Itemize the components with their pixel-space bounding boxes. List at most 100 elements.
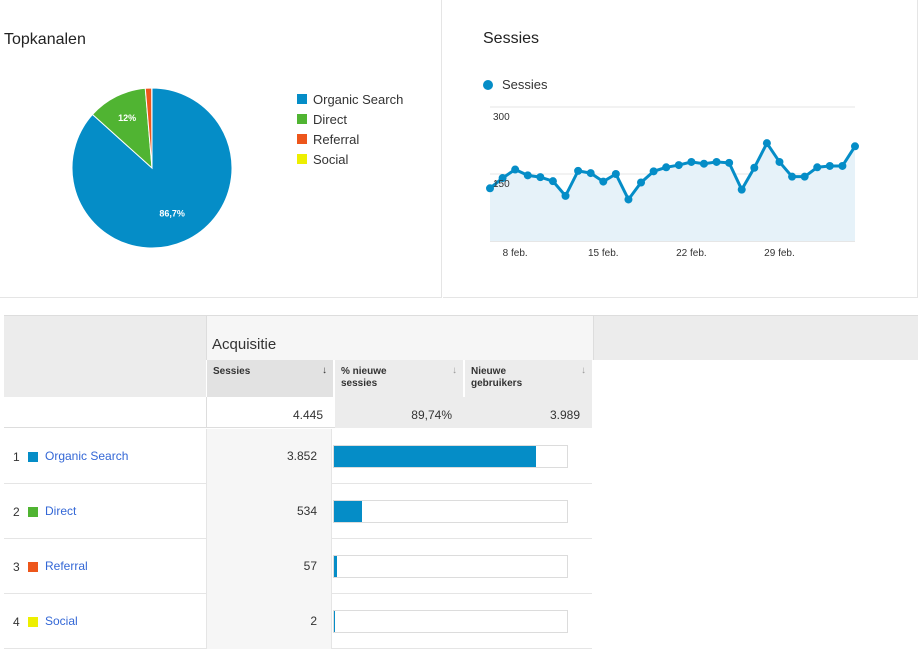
share-bar-fill [334, 501, 362, 522]
sort-arrow-icon[interactable]: ↓ [452, 365, 457, 376]
series-point [737, 185, 746, 194]
sessions-panel: Sessies Sessies 300 150 8 feb. 15 feb. 22 fe… [443, 0, 918, 298]
series-point [750, 163, 759, 172]
acquisition-title: Acquisitie [212, 336, 277, 353]
series-point [788, 172, 797, 181]
y-tick-label: 150 [493, 179, 510, 190]
y-tick-label: 300 [493, 112, 510, 123]
column-label: Sessies [213, 366, 251, 377]
channel-swatch [28, 507, 38, 517]
table-row: 2 Direct 534 [4, 484, 592, 539]
series-point [838, 161, 847, 170]
sort-arrow-icon[interactable]: ↓ [581, 365, 586, 376]
channel-swatch [28, 562, 38, 572]
series-point [687, 157, 696, 166]
channel-link[interactable]: Direct [45, 504, 77, 518]
pie-data-label: 86,7% [159, 208, 185, 218]
table-row: 3 Referral 57 [4, 539, 592, 594]
legend-label: Social [313, 151, 349, 167]
sessions-cell: 57 [206, 539, 332, 594]
series-point [498, 174, 507, 183]
series-point [851, 142, 859, 151]
column-header-new-users[interactable]: Nieuwe gebruikers ↓ [464, 360, 592, 397]
sessions-cell: 3.852 [206, 429, 332, 484]
series-point [699, 159, 708, 168]
legend-label: Referral [313, 131, 360, 147]
legend-dot [483, 79, 493, 90]
share-bar-fill [334, 446, 536, 467]
legend-item-social[interactable]: Social [297, 149, 403, 169]
column-header-sessies[interactable]: Sessies ↓ [206, 360, 333, 397]
channel-swatch [28, 452, 38, 462]
series-point [775, 157, 784, 166]
series-point [611, 170, 620, 178]
sessions-value: 57 [303, 559, 317, 573]
sessions-value: 534 [296, 504, 317, 518]
sessions-line-chart: 300 150 8 feb. 15 feb. 22 feb. 29 feb. [486, 106, 859, 259]
row-number: 1 [13, 450, 20, 464]
sessions-title: Sessies [483, 30, 540, 47]
table-row: 4 Social 2 [4, 594, 592, 649]
share-bar [333, 610, 568, 633]
acquisition-group-header: Acquisitie [206, 315, 594, 360]
series-area [490, 143, 855, 241]
dimension-header [4, 360, 206, 397]
series-point [548, 177, 557, 186]
share-bar [333, 445, 568, 468]
total-new-sessions: 89,74% [335, 397, 464, 428]
series-point [813, 163, 822, 172]
legend-swatch [297, 134, 307, 144]
legend-swatch [297, 114, 307, 124]
pie-legend: Organic Search Direct Referral Social [297, 89, 403, 169]
legend-item-referral[interactable]: Referral [297, 129, 403, 149]
legend-item-organic-search[interactable]: Organic Search [297, 89, 403, 109]
share-bar-fill [334, 556, 337, 577]
totals-row: 4.445 89,74% 3.989 [4, 397, 592, 428]
legend-swatch [297, 154, 307, 164]
legend-label: Organic Search [313, 91, 404, 107]
share-bar [333, 555, 568, 578]
series-point [536, 173, 545, 182]
sessions-value: 2 [310, 614, 317, 628]
pie-slice [91, 87, 153, 170]
series-point [486, 184, 494, 193]
share-bar [333, 500, 568, 523]
series-point [637, 178, 646, 187]
x-tick-label: 15 feb. [588, 248, 619, 259]
acquisition-table: Acquisitie Sessies ↓ % nieuwe sessies ↓ … [0, 315, 918, 649]
pie-data-label: 12% [118, 113, 136, 123]
series-point [662, 163, 671, 172]
top-channels-panel: Topkanalen 86,7% 12% Organic Search Direc… [0, 0, 442, 298]
series-point [511, 165, 520, 174]
series-point [523, 171, 532, 180]
series-point [599, 177, 608, 186]
row-number: 3 [13, 560, 20, 574]
channel-link[interactable]: Social [45, 614, 78, 628]
row-number: 4 [13, 615, 20, 629]
series-point [586, 169, 595, 178]
series-point [825, 161, 834, 170]
series-point [624, 195, 633, 204]
row-number: 2 [13, 505, 20, 519]
top-channels-title: Topkanalen [4, 31, 86, 48]
legend-swatch [297, 94, 307, 104]
column-header-new-sessions[interactable]: % nieuwe sessies ↓ [334, 360, 463, 397]
sessions-legend[interactable]: Sessies [483, 77, 548, 92]
channel-swatch [28, 617, 38, 627]
sort-arrow-icon[interactable]: ↓ [322, 365, 327, 376]
legend-label: Sessies [502, 77, 548, 92]
top-channels-pie-chart: 86,7% 12% [71, 87, 233, 249]
channel-link[interactable]: Organic Search [45, 449, 129, 463]
series-point [561, 191, 570, 200]
legend-label: Direct [313, 111, 347, 127]
x-tick-label: 8 feb. [503, 248, 528, 259]
series-point [574, 166, 583, 175]
series-point [649, 167, 658, 176]
total-new-users: 3.989 [464, 397, 592, 428]
channel-link[interactable]: Referral [45, 559, 88, 573]
total-sessions: 4.445 [206, 397, 335, 428]
legend-item-direct[interactable]: Direct [297, 109, 403, 129]
x-tick-label: 29 feb. [764, 248, 795, 259]
column-label: Nieuwe gebruikers [471, 366, 523, 389]
sessions-value: 3.852 [286, 449, 317, 463]
